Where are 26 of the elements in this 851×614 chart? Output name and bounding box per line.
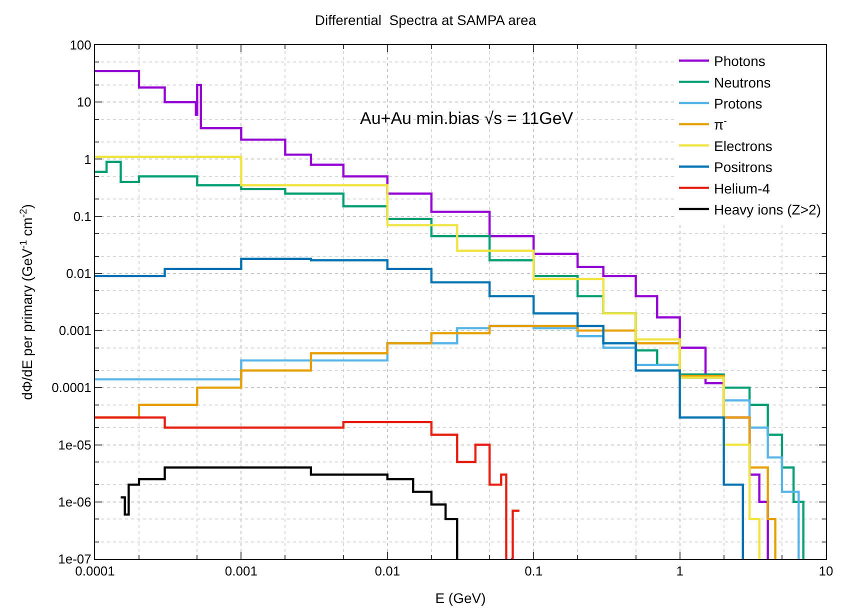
x-tick-label: 0.001 <box>224 564 258 579</box>
legend-label: Neutrons <box>714 74 771 90</box>
y-tick-label: 0.1 <box>73 208 92 224</box>
chart-title: Differential Spectra at SAMPA area <box>314 12 536 28</box>
y-tick-label: 1e-06 <box>58 494 92 510</box>
y-tick-label: 0.0001 <box>52 380 92 396</box>
x-tick-label: 10 <box>818 564 834 579</box>
x-axis-title: E (GeV) <box>435 590 486 606</box>
x-tick-label: 0.01 <box>374 564 400 579</box>
y-tick-label: 0.001 <box>58 323 92 338</box>
legend-label: Heavy ions (Z>2) <box>714 201 821 218</box>
legend-label: Electrons <box>714 138 772 154</box>
y-tick-label: 100 <box>70 38 92 53</box>
legend-label: π$^{-}$ <box>714 116 727 133</box>
y-tick-label: 1e-07 <box>58 552 92 567</box>
legend-label: Protons <box>714 95 762 112</box>
legend-label: Positrons <box>714 159 772 176</box>
legend-label: Helium-4 <box>714 180 770 196</box>
y-tick-label: 0.01 <box>66 266 92 281</box>
y-tick-label: 1e-05 <box>58 437 92 452</box>
y-tick-label: 10 <box>76 94 92 110</box>
annotation: Au+Au min.bias √s = 11GeV <box>360 109 574 128</box>
x-tick-label: 1 <box>676 564 684 579</box>
x-tick-label: 0.1 <box>524 564 543 579</box>
y-tick-label: 1 <box>84 152 92 167</box>
legend-label: Photons <box>714 53 766 70</box>
